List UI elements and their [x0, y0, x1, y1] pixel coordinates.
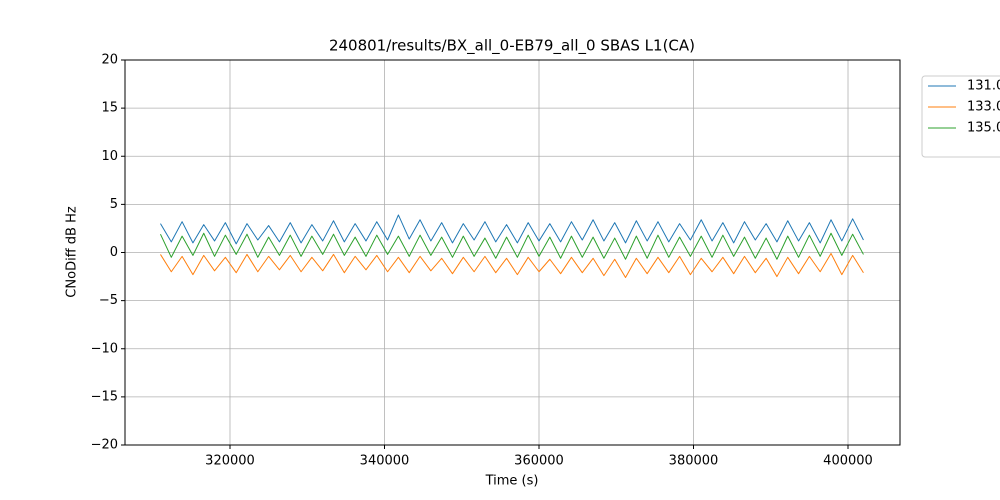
- plot-frame: [124, 59, 901, 446]
- series-line: [160, 252, 864, 279]
- y-tick-label: 15: [101, 101, 118, 116]
- y-tick-label: −5: [99, 293, 118, 308]
- legend-label: 133.0: [967, 100, 1000, 115]
- y-tick-label: −10: [91, 341, 118, 356]
- x-tick-label: 360000: [514, 454, 564, 469]
- y-tick-label: −20: [91, 438, 118, 453]
- x-tick-label: 320000: [205, 454, 255, 469]
- x-tick-label: 340000: [360, 454, 410, 469]
- y-tick-label: 0: [110, 245, 118, 260]
- y-axis-label: CNoDiff dB Hz: [65, 206, 80, 298]
- legend-label: 131.0: [967, 79, 1000, 94]
- legend-label: 135.0: [967, 121, 1000, 136]
- y-tick-label: −15: [91, 389, 118, 404]
- y-tick-label: 20: [101, 53, 118, 68]
- legend-box: [921, 75, 1000, 158]
- x-tick-label: 400000: [823, 454, 873, 469]
- chart-title: 240801/results/BX_all_0-EB79_all_0 SBAS …: [329, 37, 695, 56]
- series-line: [160, 232, 864, 260]
- y-tick-label: 5: [110, 197, 118, 212]
- x-tick-label: 380000: [669, 454, 719, 469]
- x-axis-label: Time (s): [485, 474, 539, 489]
- series-line: [160, 214, 864, 245]
- y-tick-label: 10: [101, 149, 118, 164]
